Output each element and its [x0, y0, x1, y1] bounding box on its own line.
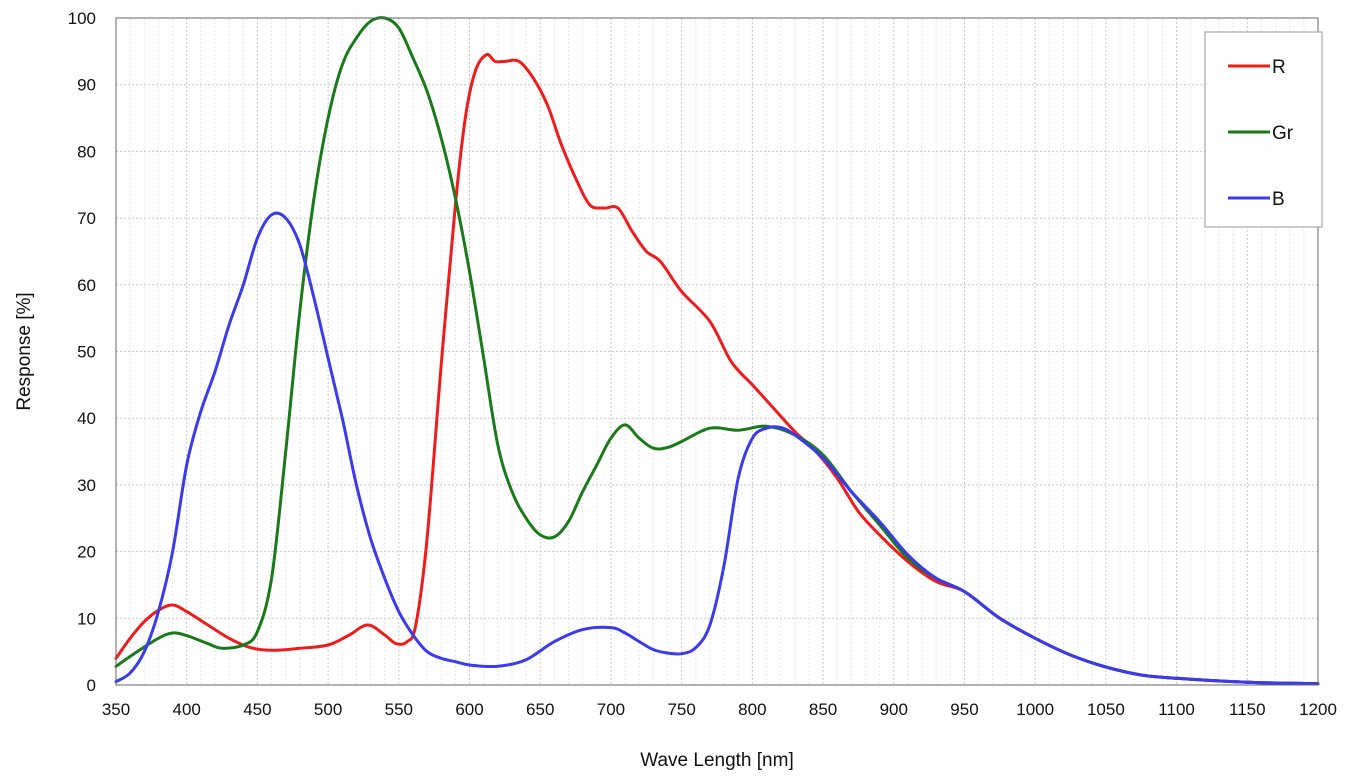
y-tick-label: 20 [77, 543, 96, 562]
x-axis-label: Wave Length [nm] [640, 750, 793, 771]
x-tick-label: 550 [385, 700, 413, 719]
x-tick-label: 950 [950, 700, 978, 719]
x-tick-label: 850 [809, 700, 837, 719]
y-tick-label: 100 [68, 9, 96, 28]
x-tick-label: 350 [102, 700, 130, 719]
y-tick-label: 30 [77, 476, 96, 495]
y-tick-label: 10 [77, 609, 96, 628]
x-tick-label: 900 [880, 700, 908, 719]
y-tick-label: 50 [77, 343, 96, 362]
x-tick-label: 1200 [1299, 700, 1337, 719]
legend-label-gr: Gr [1272, 123, 1294, 144]
x-tick-label: 750 [667, 700, 695, 719]
x-tick-label: 1150 [1229, 700, 1266, 719]
y-tick-label: 60 [77, 276, 96, 295]
x-tick-label: 450 [243, 700, 271, 719]
legend-label-b: B [1272, 189, 1285, 210]
series-line-b [114, 211, 1320, 686]
y-tick-label: 0 [87, 676, 96, 695]
x-tick-label: 700 [597, 700, 625, 719]
x-tick-label: 1100 [1158, 700, 1195, 719]
x-tick-label: 1000 [1016, 700, 1054, 719]
x-tick-label: 400 [173, 700, 201, 719]
y-tick-label: 70 [77, 209, 96, 228]
x-tick-label: 500 [314, 700, 342, 719]
legend: R Gr B [1204, 31, 1323, 228]
plot-border [115, 17, 1319, 686]
grid-lines [115, 17, 1319, 686]
x-tick-label: 1050 [1087, 700, 1125, 719]
y-axis-ticks: 0 10 20 30 40 50 60 70 80 90 100 [68, 9, 96, 695]
x-axis-ticks: 350 400 450 500 550 600 650 700 750 800 850 900 950 1… [102, 700, 1337, 719]
x-tick-label: 800 [738, 700, 766, 719]
series-line-r [114, 52, 1320, 686]
series-lines [114, 16, 1320, 686]
y-tick-label: 90 [77, 76, 96, 95]
y-tick-label: 40 [77, 409, 96, 428]
x-tick-label: 600 [455, 700, 483, 719]
x-tick-label: 650 [526, 700, 554, 719]
y-tick-label: 80 [77, 142, 96, 161]
y-axis-label: Response [%] [14, 292, 35, 410]
legend-label-r: R [1272, 57, 1286, 78]
